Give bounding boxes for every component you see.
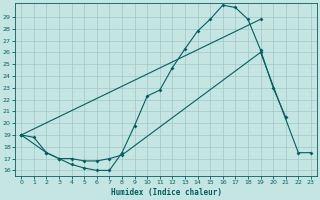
X-axis label: Humidex (Indice chaleur): Humidex (Indice chaleur) (111, 188, 221, 197)
